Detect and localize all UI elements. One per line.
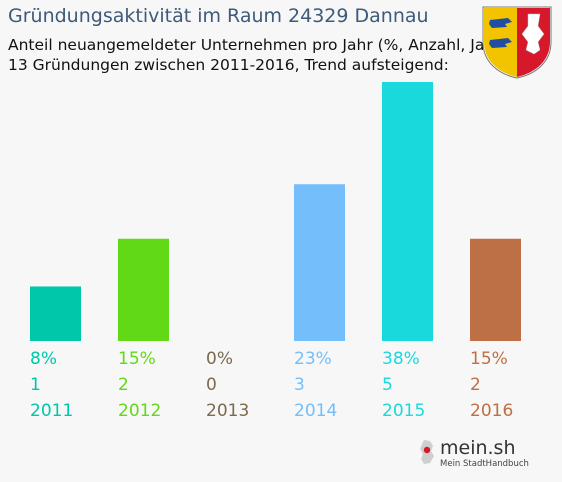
count-label-2011: 1 bbox=[30, 375, 41, 395]
chart-summary: 13 Gründungen zwischen 2011-2016, Trend … bbox=[8, 56, 449, 74]
logo-tagline: Mein StadtHandbuch bbox=[440, 459, 529, 469]
bar-2014 bbox=[294, 184, 345, 341]
year-label-2015: 2015 bbox=[382, 401, 425, 421]
percent-label-2015: 38% bbox=[382, 349, 420, 369]
year-label-2011: 2011 bbox=[30, 401, 73, 421]
percent-label-2013: 0% bbox=[206, 349, 233, 369]
bar-chart: 8% 1 2011 15% 2 2012 0% 0 2013 23% 3 2014 38% 5 2015 15… bbox=[30, 82, 521, 421]
germany-map-pin-icon bbox=[420, 440, 434, 464]
year-label-2012: 2012 bbox=[118, 401, 161, 421]
bar-2012 bbox=[118, 238, 169, 341]
count-label-2013: 0 bbox=[206, 375, 217, 395]
count-label-2014: 3 bbox=[294, 375, 305, 395]
year-label-2013: 2013 bbox=[206, 401, 249, 421]
chart-title: Gründungsaktivität im Raum 24329 Dannau bbox=[8, 5, 429, 27]
year-label-2016: 2016 bbox=[470, 401, 513, 421]
logo-name: mein.sh bbox=[440, 437, 516, 459]
coat-of-arms-icon bbox=[482, 6, 552, 79]
year-label-2014: 2014 bbox=[294, 401, 337, 421]
percent-label-2016: 15% bbox=[470, 349, 508, 369]
bar-2015 bbox=[382, 82, 433, 341]
chart-subtitle: Anteil neuangemeldeter Unternehmen pro J… bbox=[8, 36, 507, 54]
percent-label-2014: 23% bbox=[294, 349, 332, 369]
percent-label-2011: 8% bbox=[30, 349, 57, 369]
bar-2016 bbox=[470, 238, 521, 341]
count-label-2016: 2 bbox=[470, 375, 481, 395]
percent-label-2012: 15% bbox=[118, 349, 156, 369]
bar-2011 bbox=[30, 286, 81, 341]
count-label-2012: 2 bbox=[118, 375, 129, 395]
count-label-2015: 5 bbox=[382, 375, 393, 395]
